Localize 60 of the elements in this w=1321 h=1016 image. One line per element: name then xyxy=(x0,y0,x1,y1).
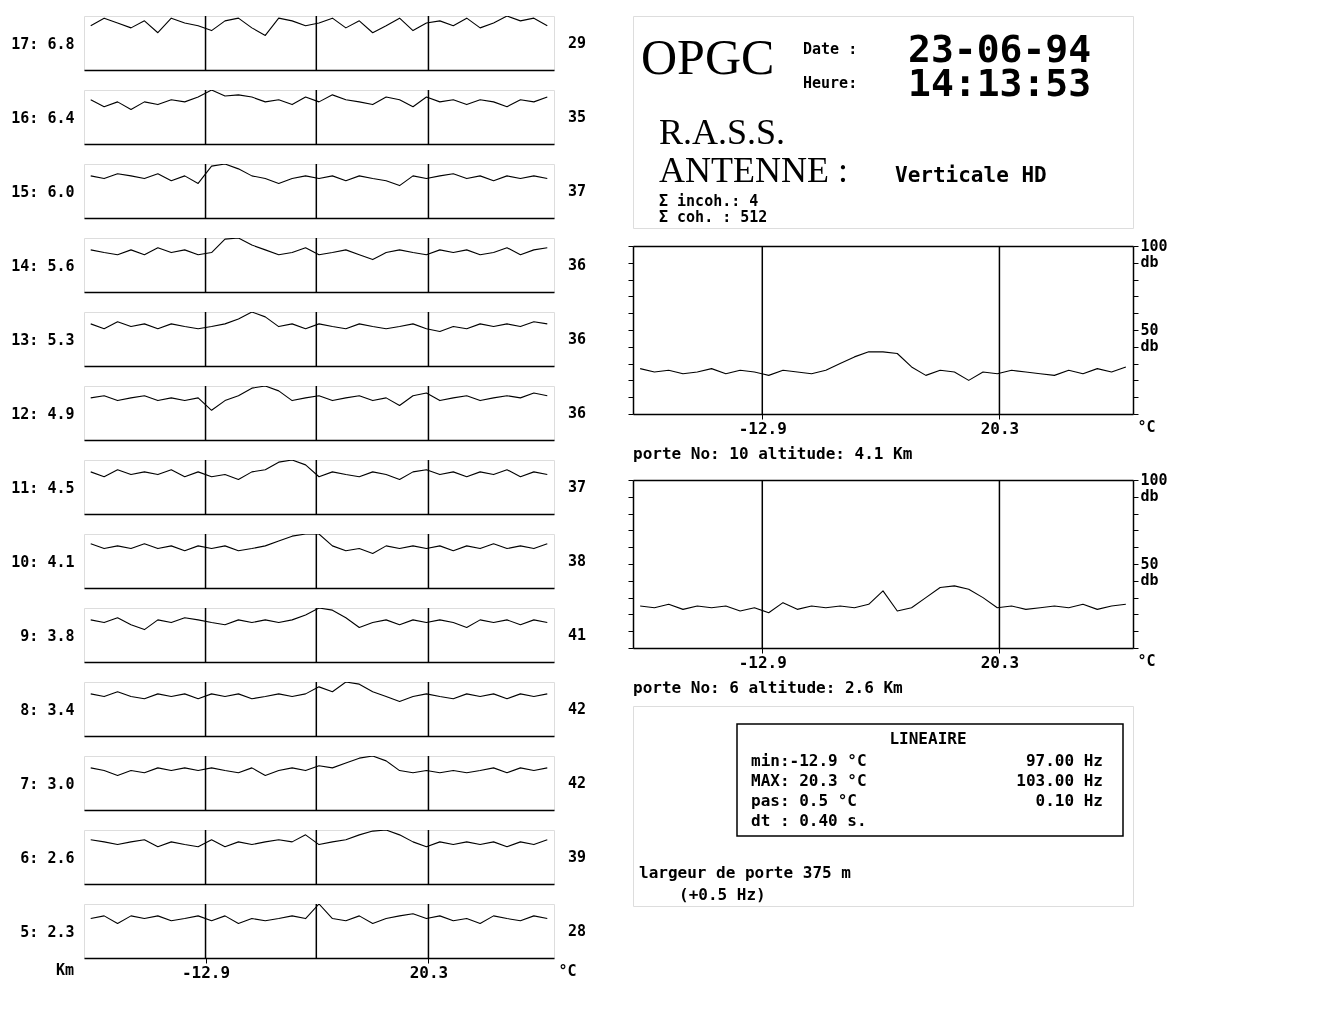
y-axis-title: 16: 6.4 xyxy=(11,108,75,127)
y-axis-title: 6: 2.6 xyxy=(20,848,75,867)
text: dt : 0.40 s. xyxy=(751,811,867,830)
y-axis-title: 8: 3.4 xyxy=(20,700,75,719)
y2-axis-title: 36 xyxy=(568,256,587,274)
y2-axis-title: 36 xyxy=(568,330,587,348)
text: min:-12.9 °C xyxy=(751,751,867,770)
y-axis-title: 7: 3.0 xyxy=(20,774,75,793)
y2-axis-title: 39 xyxy=(568,848,587,866)
y-axis-title: 11: 4.5 xyxy=(11,478,75,497)
text: 103.00 Hz xyxy=(1016,771,1103,790)
x-axis-title: °C xyxy=(1137,651,1156,670)
text: Σ coh. : 512 xyxy=(659,208,768,226)
y2-axis-title: 42 xyxy=(568,700,587,718)
text: Σ incoh.: 4 xyxy=(659,192,759,210)
x-tick-label: -12.9 xyxy=(181,962,231,982)
y-axis-title: 15: 6.0 xyxy=(11,182,75,201)
y-tick-label: 50 db xyxy=(1140,320,1159,355)
text: porte No: 10 altitude: 4.1 Km xyxy=(633,444,913,463)
x-tick-label: -12.9 xyxy=(738,418,787,438)
y2-axis-title: 35 xyxy=(568,108,587,126)
text: R.A.S.S. xyxy=(659,112,786,152)
text: ANTENNE : xyxy=(659,150,848,190)
y2-axis-title: 28 xyxy=(568,922,587,940)
y-axis-title: 12: 4.9 xyxy=(11,404,75,423)
x-tick-label: 20.3 xyxy=(409,962,449,982)
y-axis-title: 17: 6.8 xyxy=(11,34,75,53)
text: 0.10 Hz xyxy=(1035,791,1103,810)
y-tick-label: 100 db xyxy=(1140,470,1168,505)
y2-axis-title: 37 xyxy=(568,478,587,496)
y2-axis-title: 37 xyxy=(568,182,587,200)
text: Heure: xyxy=(803,74,858,92)
text: MAX: 20.3 °C xyxy=(751,771,867,790)
y-axis-title: 13: 5.3 xyxy=(11,330,75,349)
text: porte No: 6 altitude: 2.6 Km xyxy=(633,678,904,697)
x-axis-title: °C xyxy=(558,961,577,980)
x-axis-title: °C xyxy=(1137,417,1156,436)
y-axis-title: 9: 3.8 xyxy=(20,626,75,645)
text: (+0.5 Hz) xyxy=(679,885,766,904)
text: 97.00 Hz xyxy=(1025,751,1103,770)
y2-axis-title: 42 xyxy=(568,774,587,792)
y2-axis-title: 29 xyxy=(568,34,587,52)
y-tick-label: 50 db xyxy=(1140,554,1159,589)
y-axis-title: 14: 5.6 xyxy=(11,256,75,275)
y-tick-label: 100 db xyxy=(1140,236,1168,271)
text: Km xyxy=(55,961,74,979)
x-tick-label: 20.3 xyxy=(980,418,1020,438)
text: Date : xyxy=(803,40,858,58)
text: OPGC xyxy=(641,29,775,85)
x-tick-label: 20.3 xyxy=(980,652,1020,672)
text: largeur de porte 375 m xyxy=(639,863,852,882)
text: LINEAIRE xyxy=(889,729,967,748)
y-axis-title: 10: 4.1 xyxy=(11,552,75,571)
text: Verticale HD xyxy=(895,163,1047,187)
y-axis-title: 5: 2.3 xyxy=(20,922,75,941)
x-tick-label: -12.9 xyxy=(738,652,787,672)
text: pas: 0.5 °C xyxy=(751,791,857,810)
y2-axis-title: 41 xyxy=(568,626,587,644)
y2-axis-title: 36 xyxy=(568,404,587,422)
y2-axis-title: 38 xyxy=(568,552,587,570)
